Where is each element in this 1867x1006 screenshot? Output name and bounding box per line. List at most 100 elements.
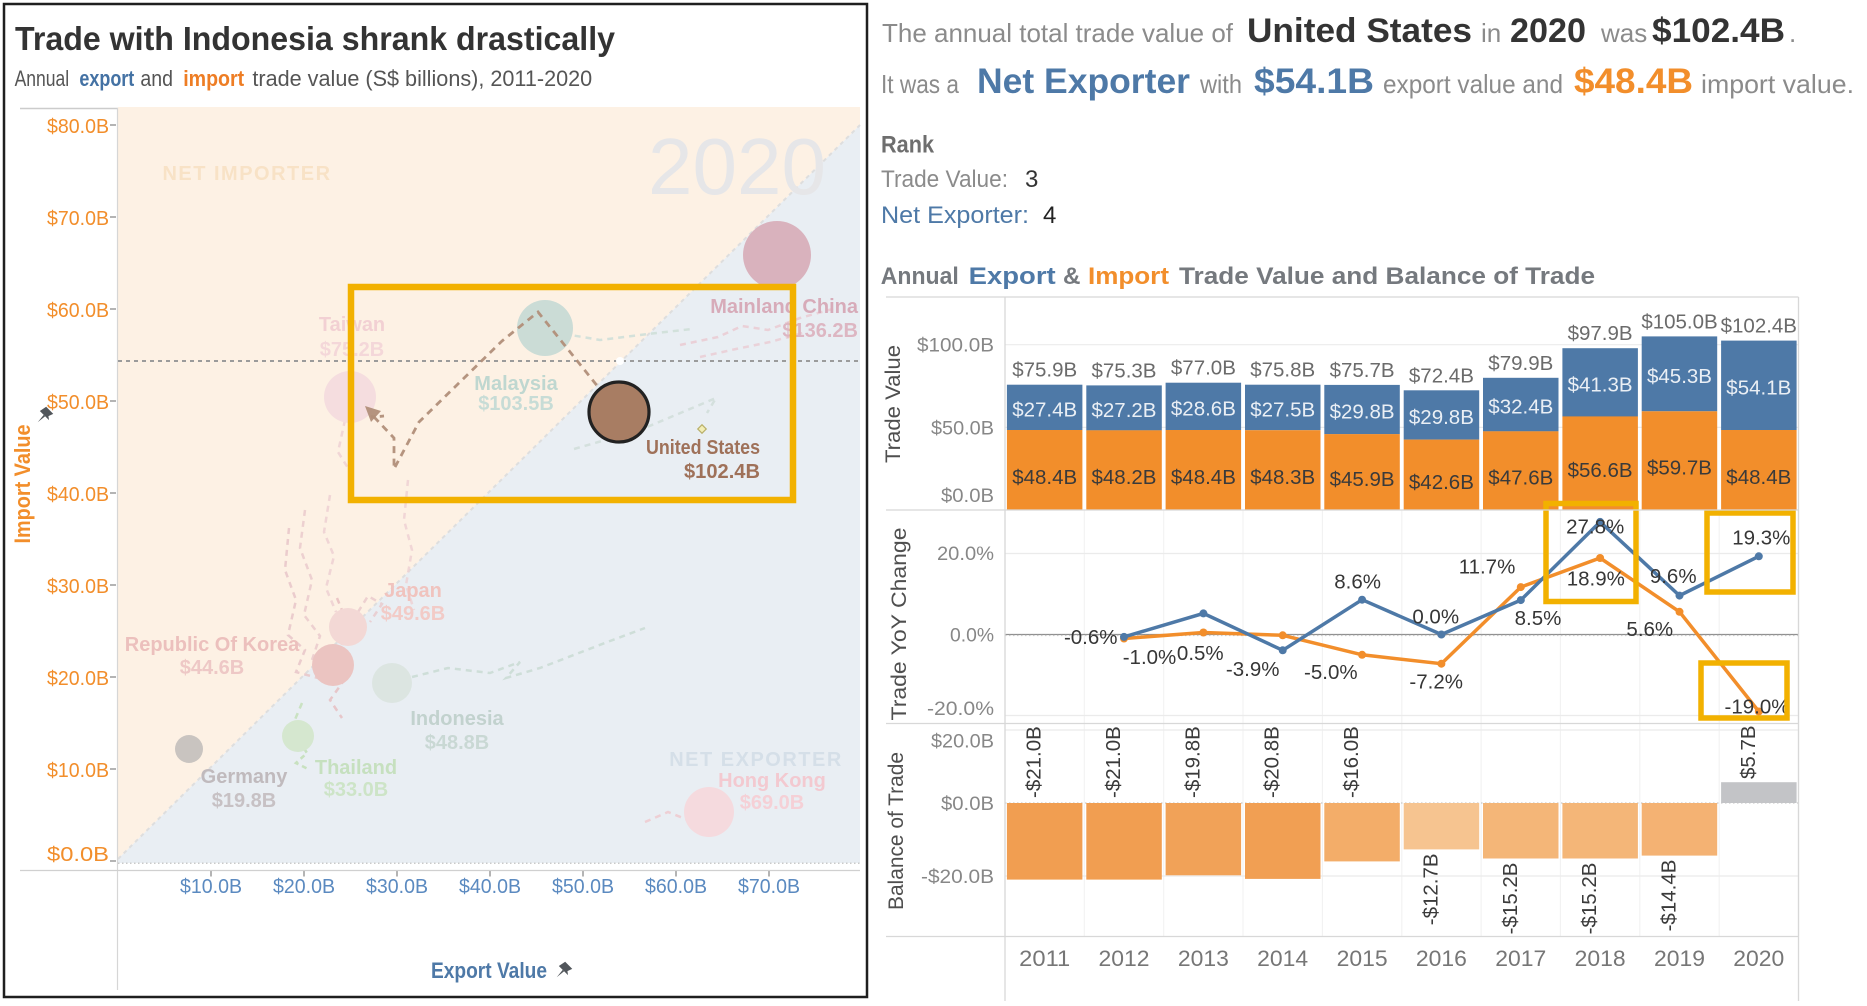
svg-text:$20.0B: $20.0B <box>931 731 994 753</box>
svg-text:Hong Kong: Hong Kong <box>718 770 826 792</box>
svg-text:$72.4B: $72.4B <box>1409 364 1474 387</box>
svg-text:Import Value: Import Value <box>10 425 35 544</box>
svg-text:Republic Of Korea: Republic Of Korea <box>125 634 300 656</box>
svg-text:$27.2B: $27.2B <box>1092 399 1157 422</box>
svg-text:-7.2%: -7.2% <box>1409 670 1463 693</box>
svg-text:-$20.8B: -$20.8B <box>1261 726 1284 798</box>
svg-text:$0.0B: $0.0B <box>47 843 109 866</box>
svg-text:-$21.0B: -$21.0B <box>1102 726 1125 798</box>
svg-text:2011: 2011 <box>1019 946 1070 971</box>
svg-text:8.5%: 8.5% <box>1515 607 1562 630</box>
svg-text:$48.4B: $48.4B <box>1012 466 1077 489</box>
svg-text:-3.9%: -3.9% <box>1226 658 1280 681</box>
svg-text:Rank: Rank <box>881 132 935 159</box>
svg-text:2018: 2018 <box>1575 946 1626 971</box>
svg-text:$41.3B: $41.3B <box>1568 373 1633 396</box>
svg-text:Export Value: Export Value <box>431 958 547 983</box>
svg-text:$40.0B: $40.0B <box>459 875 521 898</box>
svg-text:$49.6B: $49.6B <box>381 603 446 625</box>
svg-text:2015: 2015 <box>1337 946 1388 971</box>
svg-text:$0.0B: $0.0B <box>941 793 994 815</box>
svg-text:2014: 2014 <box>1257 946 1308 971</box>
svg-text:$75.8B: $75.8B <box>1250 359 1315 382</box>
svg-text:$50.0B: $50.0B <box>931 417 994 439</box>
svg-text:$69.0B: $69.0B <box>740 792 805 814</box>
svg-text:9.6%: 9.6% <box>1650 565 1697 588</box>
svg-text:$20.0B: $20.0B <box>47 667 109 690</box>
svg-text:20.0%: 20.0% <box>937 543 994 565</box>
svg-text:$0.0B: $0.0B <box>941 485 994 507</box>
svg-text:18.9%: 18.9% <box>1567 567 1625 590</box>
svg-text:5.6%: 5.6% <box>1626 618 1673 641</box>
svg-text:$80.0B: $80.0B <box>47 115 109 138</box>
svg-text:$54.1B: $54.1B <box>1726 376 1791 399</box>
svg-text:$75.9B: $75.9B <box>1012 359 1077 382</box>
svg-text:-19.0%: -19.0% <box>1725 695 1790 718</box>
svg-text:$59.7B: $59.7B <box>1647 457 1712 480</box>
svg-text:$136.2B: $136.2B <box>782 320 858 342</box>
svg-text:-$15.2B: -$15.2B <box>1578 863 1601 935</box>
svg-text:-5.0%: -5.0% <box>1304 661 1358 684</box>
svg-text:Indonesia: Indonesia <box>410 708 504 730</box>
svg-text:2016: 2016 <box>1416 946 1467 971</box>
svg-text:Malaysia: Malaysia <box>474 373 558 395</box>
svg-text:Japan: Japan <box>384 580 442 602</box>
svg-text:2020: 2020 <box>648 122 826 211</box>
svg-text:Net Exporter:4: Net Exporter: 4 <box>881 202 1056 229</box>
svg-text:$29.8B: $29.8B <box>1330 401 1395 424</box>
svg-text:$48.3B: $48.3B <box>1250 466 1315 489</box>
svg-text:19.3%: 19.3% <box>1732 526 1790 549</box>
svg-text:$60.0B: $60.0B <box>47 299 109 322</box>
svg-text:$105.0B: $105.0B <box>1641 310 1717 333</box>
svg-text:8.6%: 8.6% <box>1334 570 1381 593</box>
svg-text:NET EXPORTER: NET EXPORTER <box>669 749 843 771</box>
svg-text:$44.6B: $44.6B <box>180 657 245 679</box>
svg-text:$28.6B: $28.6B <box>1171 397 1236 420</box>
svg-text:Trade YoY Change: Trade YoY Change <box>888 528 911 721</box>
svg-text:$32.4B: $32.4B <box>1488 396 1553 419</box>
svg-text:-0.6%: -0.6% <box>1064 626 1118 649</box>
svg-text:$50.0B: $50.0B <box>552 875 614 898</box>
svg-text:Balance of Trade: Balance of Trade <box>885 752 908 910</box>
svg-text:-$21.0B: -$21.0B <box>1023 726 1046 798</box>
svg-text:2020: 2020 <box>1733 946 1784 971</box>
svg-text:-$12.7B: -$12.7B <box>1419 853 1442 925</box>
svg-text:$75.3B: $75.3B <box>1092 359 1157 382</box>
svg-text:$70.0B: $70.0B <box>738 875 800 898</box>
svg-text:$47.6B: $47.6B <box>1488 467 1553 490</box>
svg-text:$42.6B: $42.6B <box>1409 471 1474 494</box>
svg-text:$48.8B: $48.8B <box>425 732 490 754</box>
svg-text:-$15.2B: -$15.2B <box>1499 863 1522 935</box>
svg-text:$48.2B: $48.2B <box>1092 466 1157 489</box>
svg-text:$10.0B: $10.0B <box>180 875 242 898</box>
svg-text:0.0%: 0.0% <box>950 625 994 647</box>
svg-text:0.0%: 0.0% <box>1412 606 1459 629</box>
svg-text:-1.0%: -1.0% <box>1123 646 1177 669</box>
svg-text:$30.0B: $30.0B <box>47 575 109 598</box>
svg-text:11.7%: 11.7% <box>1459 556 1516 579</box>
svg-text:$48.4B: $48.4B <box>1726 466 1791 489</box>
svg-text:$75.7B: $75.7B <box>1330 359 1395 382</box>
svg-text:NET IMPORTER: NET IMPORTER <box>162 163 331 185</box>
svg-text:$100.0B: $100.0B <box>917 335 994 357</box>
svg-text:$50.0B: $50.0B <box>47 391 109 414</box>
svg-text:$27.5B: $27.5B <box>1250 398 1315 421</box>
svg-text:Germany: Germany <box>201 766 289 788</box>
svg-text:$79.9B: $79.9B <box>1488 352 1553 375</box>
svg-text:The annual total trade value o: The annual total trade value of United St… <box>882 12 1796 50</box>
svg-text:-20.0%: -20.0% <box>927 698 994 720</box>
svg-text:$30.0B: $30.0B <box>366 875 428 898</box>
svg-text:$102.4B: $102.4B <box>1721 315 1797 338</box>
svg-text:$97.9B: $97.9B <box>1568 322 1633 345</box>
svg-text:Trade Value:3: Trade Value: 3 <box>881 166 1038 193</box>
svg-text:United States: United States <box>646 437 760 459</box>
svg-text:-$16.0B: -$16.0B <box>1340 726 1363 798</box>
svg-text:$27.4B: $27.4B <box>1012 398 1077 421</box>
svg-text:$40.0B: $40.0B <box>47 483 109 506</box>
svg-text:2019: 2019 <box>1654 946 1705 971</box>
svg-text:$60.0B: $60.0B <box>645 875 707 898</box>
svg-text:$10.0B: $10.0B <box>47 759 109 782</box>
